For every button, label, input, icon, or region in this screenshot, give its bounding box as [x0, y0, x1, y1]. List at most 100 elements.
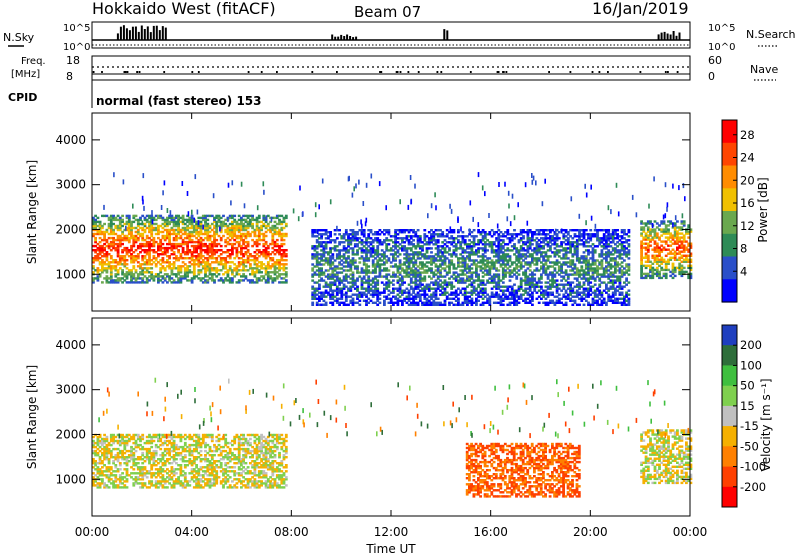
echo-cell — [369, 279, 373, 282]
echo-cell — [313, 281, 317, 284]
echo-cell — [432, 287, 436, 290]
echo-cell — [353, 279, 357, 282]
echo-cell — [186, 242, 189, 246]
echo-cell — [278, 263, 281, 266]
echo-cell — [531, 235, 534, 238]
echo-cell — [331, 261, 335, 264]
echo-cell — [414, 275, 418, 278]
echo-cell — [609, 251, 613, 254]
echo-cell — [409, 271, 413, 274]
echo-cell — [454, 271, 458, 274]
echo-cell — [387, 273, 391, 276]
echo-cell — [278, 232, 281, 236]
echo-cell — [206, 263, 210, 266]
echo-cell — [284, 232, 288, 236]
echo-cell — [329, 283, 332, 286]
echo-cell — [620, 301, 624, 304]
echo-cell — [593, 235, 597, 238]
echo-cell — [253, 263, 257, 266]
echo-cell — [318, 271, 321, 274]
echo-cell — [347, 289, 350, 292]
echo-cell — [383, 261, 386, 264]
echo-cell — [549, 245, 552, 248]
echo-cell — [448, 283, 451, 286]
echo-cell — [407, 241, 411, 244]
echo-cell — [591, 297, 595, 300]
echo-cell — [578, 235, 581, 238]
echo-cell — [432, 299, 436, 302]
echo-cell — [466, 235, 469, 238]
echo-cell — [208, 251, 212, 254]
echo-cell — [515, 293, 519, 296]
echo-cell — [253, 261, 257, 264]
echo-cell — [166, 246, 169, 250]
echo-cell — [222, 281, 225, 284]
echo-cell — [358, 293, 362, 296]
echo-cell — [553, 241, 557, 244]
echo-cell — [616, 233, 619, 236]
echo-cell — [540, 281, 543, 284]
echo-cell — [143, 275, 147, 278]
echo-cell — [233, 232, 237, 236]
echo-cell — [551, 261, 554, 264]
echo-cell — [103, 230, 106, 234]
echo-cell — [394, 287, 397, 290]
echo-cell — [168, 242, 171, 246]
echo-cell — [501, 293, 505, 296]
echo-cell — [315, 281, 319, 284]
echo-cell — [170, 246, 174, 250]
echo-cell — [105, 240, 109, 244]
echo-cell — [573, 301, 577, 304]
noise-spike — [140, 25, 143, 40]
echo-cell — [593, 283, 597, 286]
echo-cell — [284, 214, 288, 218]
echo-cell — [237, 261, 241, 264]
echo-cell — [443, 239, 447, 242]
echo-cell — [528, 241, 532, 244]
echo-cell — [145, 259, 149, 262]
echo-cell — [374, 257, 377, 260]
echo-cell — [190, 279, 194, 282]
echo-cell — [107, 232, 111, 236]
echo-cell — [546, 259, 550, 262]
echo-cell — [320, 273, 323, 276]
echo-cell — [98, 240, 102, 244]
echo-cell — [116, 236, 120, 240]
echo-cell — [112, 244, 115, 248]
echo-cell — [145, 234, 149, 238]
echo-cell — [407, 259, 411, 262]
echo-cell — [490, 251, 494, 254]
echo-cell — [423, 255, 427, 258]
echo-cell — [573, 271, 577, 274]
echo-cell — [472, 281, 476, 284]
echo-cell — [524, 291, 528, 294]
echo-cell — [602, 289, 606, 292]
echo-cell — [488, 301, 492, 304]
echo-cell — [569, 259, 572, 262]
echo-cell — [425, 249, 429, 252]
echo-cell — [416, 241, 420, 244]
echo-cell — [340, 241, 344, 244]
echo-cell — [172, 230, 176, 234]
echo-cell — [409, 259, 413, 262]
echo-cell — [378, 241, 382, 244]
echo-cell — [273, 230, 277, 234]
echo-cell — [181, 226, 185, 230]
echo-cell — [566, 241, 570, 244]
echo-cell — [378, 229, 382, 232]
echo-cell — [186, 253, 189, 256]
echo-cell — [573, 233, 577, 236]
echo-cell — [327, 235, 330, 238]
echo-cell — [452, 251, 456, 254]
echo-cell — [557, 237, 561, 240]
echo-cell — [282, 253, 286, 256]
echo-cell — [374, 289, 377, 292]
echo-cell — [231, 279, 234, 282]
echo-cell — [118, 244, 122, 248]
echo-cell — [222, 234, 225, 238]
freq-dot — [396, 71, 399, 73]
echo-cell — [481, 283, 485, 286]
echo-cell — [320, 263, 323, 266]
echo-cell — [199, 238, 203, 242]
echo-cell — [313, 229, 317, 232]
